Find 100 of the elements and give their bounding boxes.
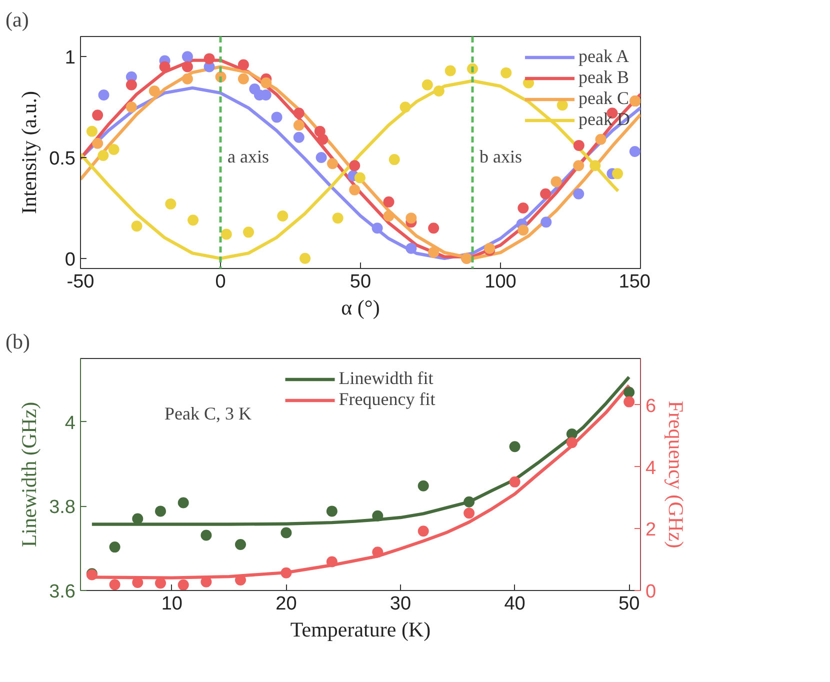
point	[243, 226, 254, 238]
point	[406, 212, 417, 224]
point	[388, 154, 400, 166]
point	[372, 546, 384, 558]
point	[92, 110, 104, 121]
point	[327, 158, 338, 170]
x-tick-label: 30	[390, 594, 412, 614]
point	[86, 126, 98, 137]
point	[422, 79, 433, 90]
point	[590, 160, 601, 172]
point	[540, 188, 552, 200]
ref-line-label: b axis	[480, 146, 522, 166]
point	[624, 386, 635, 398]
point	[188, 214, 199, 226]
point	[280, 527, 292, 538]
point	[204, 53, 215, 64]
legend-label: Frequency fit	[338, 389, 436, 410]
point	[317, 134, 328, 145]
x-axis-title: Temperature (K)	[290, 618, 431, 642]
point	[238, 73, 249, 84]
point	[178, 497, 189, 508]
y2-tick-label: 6	[646, 396, 656, 417]
point	[540, 216, 552, 228]
point	[148, 85, 160, 96]
point	[464, 508, 475, 519]
point	[131, 220, 142, 232]
y-axis-title: Linewidth (GHz)	[17, 402, 42, 548]
point	[98, 150, 109, 162]
point	[260, 77, 272, 88]
point	[332, 212, 344, 224]
point	[418, 526, 429, 537]
point	[200, 530, 212, 541]
legend-label: Linewidth fit	[338, 368, 434, 389]
ref-line-label: a axis	[228, 146, 269, 166]
point	[293, 132, 304, 143]
point	[372, 510, 384, 522]
x-tick-label: 40	[504, 594, 526, 614]
point	[108, 144, 120, 155]
point	[277, 210, 288, 222]
point	[566, 437, 578, 448]
point	[132, 513, 144, 524]
point	[383, 210, 394, 222]
point	[509, 476, 520, 488]
point	[629, 146, 640, 157]
point	[182, 61, 193, 72]
point	[300, 252, 311, 264]
point	[573, 140, 584, 151]
point	[612, 168, 624, 180]
legend-label: peak A	[578, 46, 629, 67]
point	[550, 176, 562, 188]
point	[316, 152, 327, 164]
point	[518, 224, 529, 236]
point	[182, 51, 193, 62]
y-axis-title: Intensity (a.u.)	[17, 90, 42, 214]
point	[573, 160, 584, 172]
y-tick-label: 0	[64, 249, 76, 270]
point	[400, 102, 411, 113]
point	[109, 579, 120, 590]
x-tick-label: 100	[484, 272, 516, 292]
point	[182, 73, 193, 84]
point	[280, 567, 292, 578]
point	[293, 108, 304, 119]
point	[126, 102, 137, 113]
y-tick-label: 3.8	[49, 497, 76, 518]
x-tick-label: 50	[618, 594, 640, 614]
point	[165, 198, 176, 210]
point	[92, 138, 104, 149]
point	[372, 222, 383, 234]
y2-tick-label: 2	[646, 520, 656, 541]
point	[354, 172, 366, 184]
x-tick-label: 50	[350, 272, 372, 292]
point	[573, 188, 584, 200]
point	[406, 242, 417, 254]
y-tick-label: 3.6	[49, 582, 76, 602]
x-tick-label: 20	[276, 594, 297, 614]
point	[444, 65, 456, 76]
x-tick-label: -50	[66, 272, 94, 292]
point	[98, 90, 110, 100]
point	[238, 59, 249, 70]
point	[326, 506, 338, 517]
point	[178, 579, 189, 590]
x-tick-label: 0	[215, 272, 226, 292]
legend-label: peak B	[578, 67, 629, 88]
point	[595, 134, 606, 145]
point	[159, 61, 170, 72]
y-tick-label: 0.5	[49, 148, 76, 170]
y-tick-label: 1	[64, 48, 76, 69]
y2-axis-title: Frequency (GHz)	[664, 400, 688, 548]
point	[349, 184, 360, 196]
x-tick-label: 150	[618, 272, 650, 292]
point	[518, 202, 529, 214]
point	[235, 539, 246, 550]
point	[556, 100, 568, 111]
x-tick-label: 10	[161, 594, 182, 614]
point	[464, 496, 475, 508]
chart-title: (a)	[6, 8, 29, 32]
legend-label: peak D	[578, 109, 630, 130]
point	[509, 441, 520, 452]
point	[383, 196, 394, 208]
x-axis-title: α (°)	[341, 296, 380, 320]
